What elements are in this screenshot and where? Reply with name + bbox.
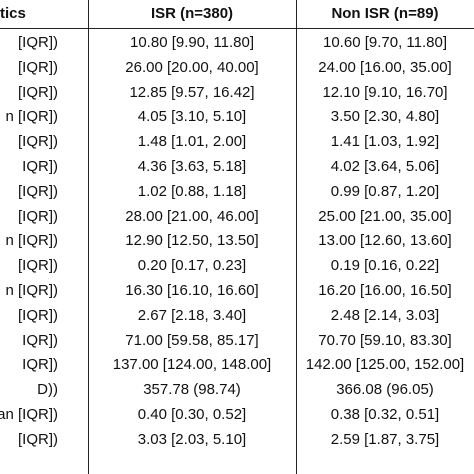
row-label-cell: [IQR])	[0, 56, 88, 81]
table-row: [IQR]) 1.02 [0.88, 1.18] 0.99 [0.87, 1.20]	[0, 180, 474, 205]
row-label-cell: IQR])	[0, 155, 88, 180]
row-label: [IQR])	[18, 58, 58, 76]
non-isr-value: 25.00 [21.00, 35.00]	[318, 207, 452, 225]
row-label: [IQR])	[18, 207, 58, 225]
row-label: [IQR])	[18, 257, 58, 275]
row-label: IQR])	[22, 356, 58, 374]
table-row: n [IQR]) 12.90 [12.50, 13.50] 13.00 [12.60…	[0, 229, 474, 254]
row-label: IQR])	[22, 158, 58, 175]
non-isr-value: 24.00 [16.00, 35.00]	[318, 58, 452, 76]
isr-value: 12.90 [12.50, 13.50]	[125, 232, 259, 250]
non-isr-value: 142.00 [125.00, 152.00]	[305, 356, 465, 374]
non-isr-value: 2.48 [2.14, 3.03]	[330, 306, 440, 324]
non-isr-value: 0.38 [0.32, 0.51]	[330, 406, 440, 423]
table-row: [IQR]) 10.80 [9.90, 11.80] 10.60 [9.70, 11…	[0, 31, 474, 56]
row-label: [IQR])	[18, 133, 58, 151]
row-label: [IQR])	[18, 306, 58, 324]
table-row: IQR]) 137.00 [124.00, 148.00] 142.00 [125.…	[0, 353, 474, 378]
row-label: [IQR])	[18, 182, 58, 200]
table-row: edian [IQR]) 0.40 [0.30, 0.52] 0.38 [0.32,…	[0, 403, 474, 428]
column-divider-2	[296, 0, 297, 474]
row-label-cell: IQR])	[0, 329, 88, 354]
non-isr-value: 12.10 [9.10, 16.70]	[322, 83, 448, 101]
table-row: [IQR]) 3.03 [2.03, 5.10] 2.59 [1.87, 3.75]	[0, 428, 474, 453]
non-isr-value: 1.41 [1.03, 1.92]	[330, 133, 440, 151]
row-label: D))	[37, 381, 58, 399]
non-isr-value: 4.02 [3.64, 5.06]	[330, 158, 440, 175]
non-isr-value: 13.00 [12.60, 13.60]	[318, 232, 452, 250]
isr-value: 26.00 [20.00, 40.00]	[125, 58, 259, 76]
isr-value: 12.85 [9.57, 16.42]	[129, 83, 255, 101]
row-label-cell: D))	[0, 378, 88, 403]
row-label: [IQR])	[18, 430, 58, 448]
row-label-cell: [IQR])	[0, 428, 88, 453]
table-row: [IQR]) 2.67 [2.18, 3.40] 2.48 [2.14, 3.03]	[0, 304, 474, 329]
row-label: n [IQR])	[5, 232, 58, 250]
isr-value: 137.00 [124.00, 148.00]	[112, 356, 272, 374]
isr-value: 4.36 [3.63, 5.18]	[137, 158, 247, 175]
row-label-cell: IQR])	[0, 353, 88, 378]
header-characteristics: tics	[0, 5, 26, 22]
row-label-cell: edian [IQR])	[0, 403, 88, 428]
header-isr: ISR (n=380)	[150, 5, 234, 22]
isr-value: 10.80 [9.90, 11.80]	[130, 34, 254, 51]
isr-value: 1.02 [0.88, 1.18]	[137, 182, 247, 200]
isr-value: 4.05 [3.10, 5.10]	[137, 108, 247, 126]
table-row: D)) 357.78 (98.74) 366.08 (96.05)	[0, 378, 474, 403]
isr-value: 16.30 [16.10, 16.60]	[125, 282, 259, 299]
header-non-isr: Non ISR (n=89)	[331, 5, 439, 22]
isr-value: 2.67 [2.18, 3.40]	[137, 306, 247, 324]
row-label: n [IQR])	[5, 108, 58, 126]
table-row: [IQR]) 12.85 [9.57, 16.42] 12.10 [9.10, 16…	[0, 81, 474, 106]
row-label-cell: [IQR])	[0, 304, 88, 329]
non-isr-value: 366.08 (96.05)	[336, 381, 434, 399]
isr-value: 0.20 [0.17, 0.23]	[137, 257, 247, 275]
row-label: n [IQR])	[5, 282, 58, 299]
table-row: n [IQR]) 16.30 [16.10, 16.60] 16.20 [16.00…	[0, 279, 474, 304]
column-divider-1	[88, 0, 89, 474]
table-row: [IQR]) 0.20 [0.17, 0.23] 0.19 [0.16, 0.22]	[0, 254, 474, 279]
table-row: [IQR]) 28.00 [21.00, 46.00] 25.00 [21.00, …	[0, 205, 474, 230]
row-label-cell: [IQR])	[0, 180, 88, 205]
row-label-cell: [IQR])	[0, 130, 88, 155]
non-isr-value: 10.60 [9.70, 11.80]	[323, 34, 447, 51]
row-label-cell: n [IQR])	[0, 105, 88, 130]
header-divider	[0, 28, 474, 29]
table-row: IQR]) 71.00 [59.58, 85.17] 70.70 [59.10, 8…	[0, 329, 474, 354]
non-isr-value: 0.19 [0.16, 0.22]	[330, 257, 440, 275]
table-row: n [IQR]) 4.05 [3.10, 5.10] 3.50 [2.30, 4.8…	[0, 105, 474, 130]
row-label: edian [IQR])	[0, 406, 58, 423]
isr-value: 357.78 (98.74)	[143, 381, 241, 399]
row-label: IQR])	[22, 331, 58, 349]
isr-value: 0.40 [0.30, 0.52]	[137, 406, 247, 423]
row-label: [IQR])	[18, 34, 58, 51]
table-row: [IQR]) 1.48 [1.01, 2.00] 1.41 [1.03, 1.92]	[0, 130, 474, 155]
row-label-cell: n [IQR])	[0, 229, 88, 254]
isr-value: 28.00 [21.00, 46.00]	[125, 207, 259, 225]
row-label-cell: [IQR])	[0, 81, 88, 106]
row-label-cell: [IQR])	[0, 205, 88, 230]
non-isr-value: 3.50 [2.30, 4.80]	[330, 108, 440, 126]
isr-value: 3.03 [2.03, 5.10]	[137, 430, 247, 448]
non-isr-value: 0.99 [0.87, 1.20]	[330, 182, 440, 200]
isr-value: 1.48 [1.01, 2.00]	[137, 133, 247, 151]
row-label-cell: [IQR])	[0, 254, 88, 279]
table-row: IQR]) 4.36 [3.63, 5.18] 4.02 [3.64, 5.06]	[0, 155, 474, 180]
non-isr-value: 70.70 [59.10, 83.30]	[318, 331, 452, 349]
row-label: [IQR])	[18, 83, 58, 101]
row-label-cell: [IQR])	[0, 31, 88, 56]
isr-value: 71.00 [59.58, 85.17]	[125, 331, 259, 349]
non-isr-value: 16.20 [16.00, 16.50]	[318, 282, 452, 299]
non-isr-value: 2.59 [1.87, 3.75]	[330, 430, 440, 448]
table-row: [IQR]) 26.00 [20.00, 40.00] 24.00 [16.00, …	[0, 56, 474, 81]
row-label-cell: n [IQR])	[0, 279, 88, 304]
